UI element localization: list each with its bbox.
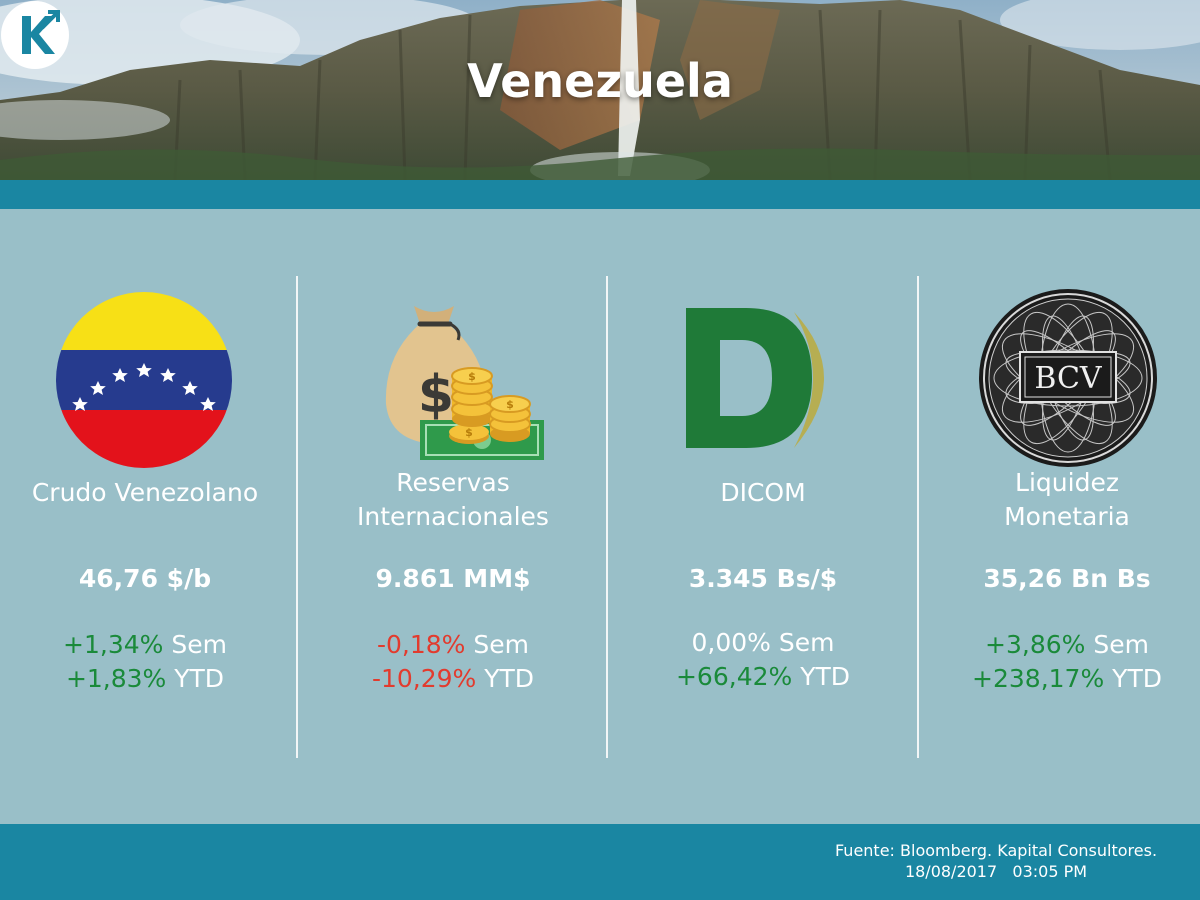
indicator-changes: -0,18% Sem -10,29% YTD bbox=[308, 628, 598, 696]
indicator-label: Crudo Venezolano bbox=[31, 478, 259, 507]
indicator-label: Liquidez Monetaria bbox=[1004, 468, 1130, 531]
weekly-change: +1,34% Sem bbox=[63, 630, 227, 659]
kapital-logo-icon bbox=[1, 1, 69, 69]
indicator-reservas-internacionales: $ $ $ $ bbox=[308, 280, 598, 760]
page-title: Venezuela bbox=[467, 54, 733, 108]
ytd-change: -10,29% YTD bbox=[371, 664, 535, 693]
svg-text:$: $ bbox=[465, 426, 473, 439]
column-divider bbox=[296, 276, 298, 758]
indicator-value: 3.345 Bs/$ bbox=[688, 564, 838, 593]
money-bag-icon: $ $ $ $ bbox=[385, 306, 544, 460]
column-divider bbox=[917, 276, 919, 758]
indicator-value: 9.861 MM$ bbox=[375, 564, 531, 593]
venezuela-flag-icon bbox=[56, 292, 232, 468]
source-note: Fuente: Bloomberg. Kapital Consultores. … bbox=[820, 840, 1172, 882]
dicom-logo-icon bbox=[686, 308, 824, 448]
indicator-label: Reservas Internacionales bbox=[357, 468, 549, 531]
indicator-dicom: DICOM 3.345 Bs/$ 0,00% Sem +66,42% YTD bbox=[618, 280, 908, 760]
top-band bbox=[0, 180, 1200, 209]
indicator-value: 46,76 $/b bbox=[78, 564, 212, 593]
indicator-liquidez-monetaria: BCV Liquidez Monetaria 35,26 Bn Bs +3,86… bbox=[922, 280, 1200, 760]
source-text: Fuente: Bloomberg. Kapital Consultores. bbox=[834, 841, 1158, 860]
mountain-landscape-image bbox=[0, 0, 1200, 180]
indicator-changes: +3,86% Sem +238,17% YTD bbox=[922, 628, 1200, 696]
indicator-label: DICOM bbox=[720, 478, 806, 507]
svg-text:$: $ bbox=[468, 370, 476, 383]
column-divider bbox=[606, 276, 608, 758]
weekly-change: +3,86% Sem bbox=[985, 630, 1149, 659]
weekly-change: -0,18% Sem bbox=[376, 630, 529, 659]
bcv-seal-icon: BCV bbox=[979, 289, 1157, 467]
footer-band: Fuente: Bloomberg. Kapital Consultores. … bbox=[0, 824, 1200, 900]
indicator-value: 35,26 Bn Bs bbox=[983, 564, 1151, 593]
header-banner: Venezuela bbox=[0, 0, 1200, 180]
indicator-changes: +1,34% Sem +1,83% YTD bbox=[0, 628, 290, 696]
timestamp: 18/08/2017 03:05 PM bbox=[904, 862, 1088, 881]
ytd-change: +238,17% YTD bbox=[972, 664, 1162, 693]
ytd-change: +66,42% YTD bbox=[675, 662, 851, 691]
indicator-changes: 0,00% Sem +66,42% YTD bbox=[618, 626, 908, 694]
indicator-crudo-venezolano: Crudo Venezolano 46,76 $/b +1,34% Sem +1… bbox=[0, 280, 290, 760]
svg-text:$: $ bbox=[418, 365, 454, 425]
svg-text:$: $ bbox=[506, 398, 514, 411]
weekly-change: 0,00% Sem bbox=[691, 628, 835, 657]
ytd-change: +1,83% YTD bbox=[65, 664, 225, 693]
bcv-seal-text: BCV bbox=[1034, 361, 1103, 396]
